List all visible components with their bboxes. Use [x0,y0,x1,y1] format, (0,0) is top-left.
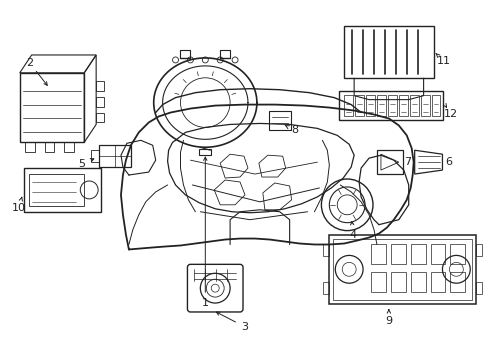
Bar [344,26,433,78]
Bar [333,239,471,300]
Bar [44,142,54,152]
Bar [354,95,364,117]
Bar [20,73,84,142]
Text: 4: 4 [349,230,356,239]
Bar [420,95,428,117]
Text: 5: 5 [78,159,84,169]
Text: 2: 2 [26,58,33,68]
Bar [323,244,328,256]
Bar [25,142,35,152]
Bar [96,96,104,107]
Bar [387,95,396,117]
Bar [475,282,481,294]
Text: 9: 9 [385,316,392,326]
Bar [199,149,211,155]
Bar [376,95,385,117]
Text: 7: 7 [404,157,410,167]
Text: 6: 6 [444,157,451,167]
Bar [431,95,440,117]
Bar [370,244,385,264]
Bar [344,95,352,117]
Bar [24,168,101,212]
Bar [96,81,104,91]
Bar [409,95,418,117]
Bar [376,150,402,174]
Bar [449,244,464,264]
Bar [99,145,131,167]
Bar [268,111,290,130]
Text: 1: 1 [202,298,208,308]
Text: 8: 8 [290,125,298,135]
Bar [390,272,405,292]
Bar [410,244,425,264]
Text: 3: 3 [241,322,248,332]
Bar [429,244,445,264]
Bar [339,91,443,121]
Bar [475,244,481,256]
Text: 10: 10 [12,203,26,213]
Bar [91,150,99,162]
Bar [64,142,74,152]
Bar [96,113,104,122]
Bar [323,282,328,294]
Bar [398,95,407,117]
Bar [390,244,405,264]
Bar [328,235,475,304]
Text: 12: 12 [443,108,457,118]
Bar [429,272,445,292]
Bar [29,174,84,206]
Bar [410,272,425,292]
Bar [370,272,385,292]
Bar [366,95,374,117]
Bar [449,272,464,292]
Text: 11: 11 [436,56,449,66]
